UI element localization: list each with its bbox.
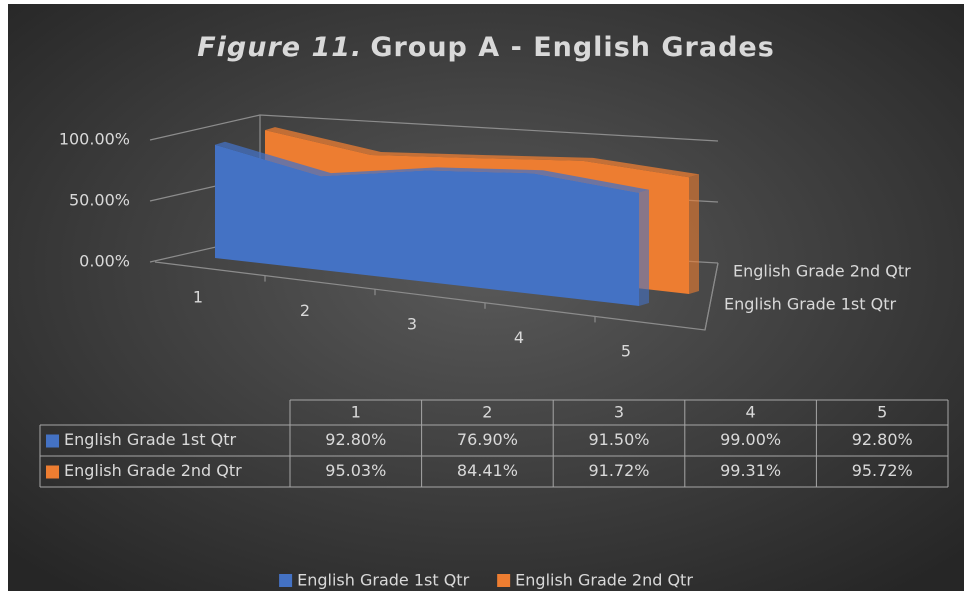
table-value: 99.31% [720, 461, 781, 480]
table-header: 5 [877, 403, 887, 422]
x-tick-label: 3 [407, 315, 417, 334]
area-top [215, 141, 649, 193]
y-tick-label: 100.00% [59, 130, 130, 149]
table-header: 1 [351, 403, 361, 422]
depth-tick-label: English Grade 1st Qtr [724, 295, 896, 314]
table-key [46, 465, 59, 479]
figure-label: Figure 11. [197, 32, 362, 63]
legend-swatch [497, 574, 511, 587]
x-tick-label: 5 [621, 342, 631, 361]
y-tick-label: 50.00% [69, 191, 130, 210]
table-value: 99.00% [720, 430, 781, 449]
table-value: 92.80% [325, 430, 386, 449]
table-value: 91.72% [588, 461, 649, 480]
x-tick-label: 4 [514, 328, 524, 347]
table-key [46, 434, 59, 448]
depth-tick-label: English Grade 2nd Qtr [733, 262, 911, 281]
depth-axis [704, 262, 719, 331]
table-header: 3 [614, 403, 624, 422]
area-side [689, 174, 699, 294]
legend: English Grade 1st Qtr English Grade 2nd Q… [279, 571, 693, 590]
chart-background [8, 4, 964, 591]
legend-label: English Grade 1st Qtr [297, 571, 469, 590]
area [215, 144, 639, 306]
table-value: 95.72% [852, 461, 913, 480]
table-value: 76.90% [457, 430, 518, 449]
table-row-label: English Grade 1st Qtr [64, 430, 236, 449]
table-row-label: English Grade 2nd Qtr [64, 461, 242, 480]
legend-label: English Grade 2nd Qtr [515, 571, 693, 590]
title-text: Group A - English Grades [370, 32, 774, 63]
table-value: 95.03% [325, 461, 386, 480]
x-tick-label: 1 [193, 288, 203, 307]
x-tick-label: 2 [300, 301, 310, 320]
table-value: 84.41% [457, 461, 518, 480]
chart-title: Figure 11. Group A - English Grades [197, 32, 775, 63]
y-tick-label: 0.00% [79, 252, 130, 271]
area-side [639, 189, 649, 306]
table-value: 92.80% [852, 430, 913, 449]
table-header: 2 [482, 403, 492, 422]
table-value: 91.50% [588, 430, 649, 449]
table-header: 4 [746, 403, 756, 422]
legend-swatch [279, 574, 293, 587]
